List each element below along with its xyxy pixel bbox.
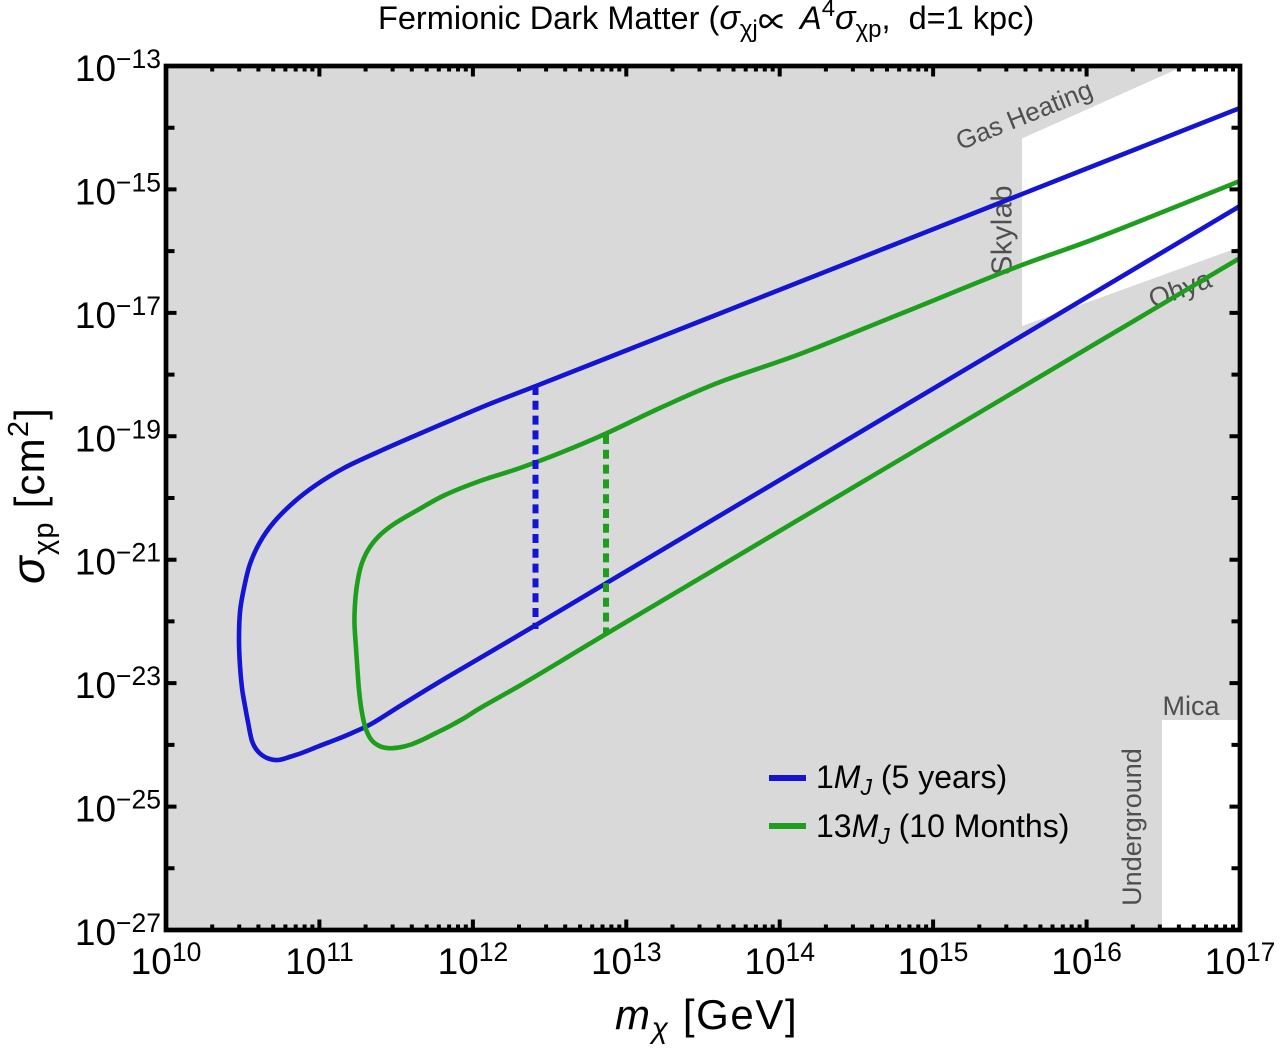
- svg-text:1014: 1014: [744, 937, 815, 982]
- svg-text:A4σχp, d=1 kpc): A4σχp, d=1 kpc): [798, 0, 1034, 43]
- svg-text:13MJ (10 Months): 13MJ (10 Months): [816, 808, 1069, 849]
- svg-text:Underground: Underground: [1117, 748, 1147, 906]
- svg-text:1013: 1013: [591, 937, 662, 982]
- svg-text:Fermionic Dark Matter (σχj: Fermionic Dark Matter (σχj: [378, 0, 758, 43]
- svg-text:1MJ (5 years): 1MJ (5 years): [816, 759, 1007, 800]
- svg-text:1015: 1015: [898, 937, 969, 982]
- svg-text:1011: 1011: [285, 937, 354, 982]
- svg-text:Mica: Mica: [1162, 691, 1220, 721]
- svg-text:σχp [cm2]: σχp [cm2]: [2, 407, 60, 584]
- svg-text:mχ [GeV]: mχ [GeV]: [615, 991, 798, 1045]
